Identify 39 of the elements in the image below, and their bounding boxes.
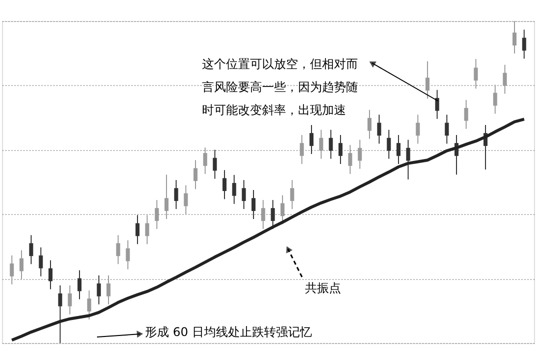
candlestick xyxy=(242,180,246,210)
annotation: 形成 60 日均线处止跌转强记忆 xyxy=(145,325,312,339)
candlestick xyxy=(48,260,52,290)
candlestick xyxy=(174,180,178,210)
candlestick xyxy=(29,234,34,265)
candlestick xyxy=(78,270,82,300)
candlestick xyxy=(58,284,62,344)
candlestick xyxy=(68,284,72,315)
candlestick xyxy=(444,114,449,144)
candlestick xyxy=(435,89,440,120)
candlestick xyxy=(290,180,294,210)
candlestick xyxy=(406,139,410,180)
candlestick xyxy=(426,60,430,100)
candlestick xyxy=(270,200,275,230)
annotation: 共振点 xyxy=(305,281,341,295)
candlestick xyxy=(232,174,236,204)
candlestick xyxy=(522,29,526,60)
candlestick xyxy=(38,246,43,277)
candlestick xyxy=(493,84,498,114)
candlestick xyxy=(416,114,420,144)
candlestick xyxy=(368,109,372,140)
annotation: 这个位置可以放空，但相对而言风险要高一些，因为趋势随时可能改变斜率，出现加速 xyxy=(202,57,358,117)
candlestick xyxy=(222,170,226,200)
candlestick xyxy=(136,214,140,245)
candlestick xyxy=(252,190,256,220)
candlestick xyxy=(194,160,198,190)
candlestick xyxy=(212,149,217,180)
candlestick xyxy=(328,129,333,160)
candlestick xyxy=(386,129,391,160)
candlestick xyxy=(396,134,400,164)
candlestick xyxy=(87,290,92,320)
candlestick xyxy=(96,274,101,305)
candlestick xyxy=(126,240,130,270)
candlestick xyxy=(116,234,120,265)
candlestick xyxy=(338,134,342,164)
candlestick xyxy=(10,254,14,285)
candlestick xyxy=(310,124,314,154)
candlestick xyxy=(377,114,382,144)
candlestick xyxy=(464,99,468,130)
